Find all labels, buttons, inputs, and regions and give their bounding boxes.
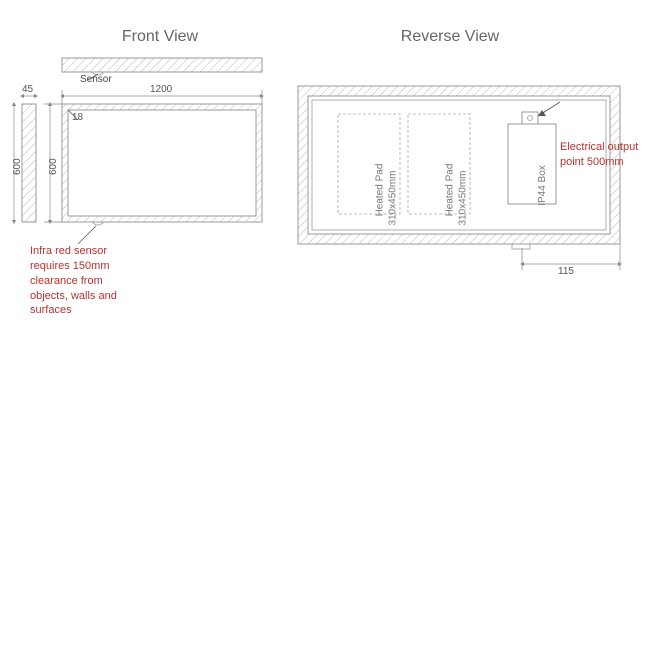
dim-height: 600	[48, 158, 59, 175]
dim-width: 1200	[150, 84, 172, 95]
sensor-label: Sensor	[80, 74, 112, 85]
dim-side-height: 600	[12, 158, 23, 175]
pad2-name: Heated Pad	[444, 164, 455, 217]
heated-pad-1-dims: 310x450mm	[366, 192, 421, 204]
ip44-label-text: IP44 Box	[537, 165, 548, 206]
dim-inset: 18	[72, 112, 83, 123]
ip44-box	[508, 124, 556, 204]
heated-pad-2-dims: 310x450mm	[436, 192, 491, 204]
dim-depth: 45	[22, 84, 33, 95]
dim-offset: 115	[558, 266, 574, 277]
technical-drawing	[0, 0, 650, 650]
ip44-box-label: IP44 Box	[522, 180, 563, 191]
front-top-slab	[62, 58, 262, 72]
pad2-dims: 310x450mm	[458, 170, 469, 225]
front-panel-inner	[68, 110, 256, 216]
front-side-profile	[22, 104, 36, 222]
electrical-output-note: Electrical output point 500mm	[560, 140, 640, 170]
pad1-dims: 310x450mm	[388, 170, 399, 225]
sensor-clearance-note: Infra red sensor requires 150mm clearanc…	[30, 244, 140, 318]
pad1-name: Heated Pad	[374, 164, 385, 217]
